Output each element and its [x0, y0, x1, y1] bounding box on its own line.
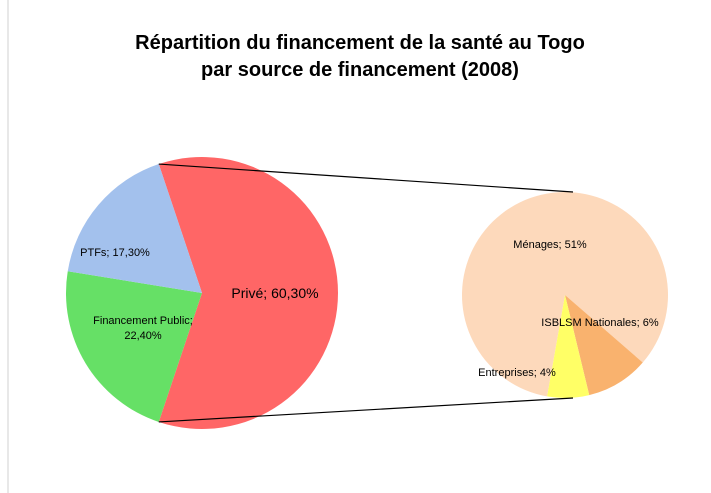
pie-slice — [462, 191, 669, 397]
pie-slice — [547, 295, 590, 399]
connector — [158, 397, 574, 423]
pie-slice — [158, 157, 338, 430]
data-label: Entreprises; 4% — [478, 367, 556, 379]
pie-slice — [565, 295, 643, 396]
chart-border — [7, 0, 9, 493]
data-label: Privé; 60,30% — [231, 285, 319, 301]
pie-slice — [65, 271, 202, 422]
data-label: Ménages; 51% — [513, 239, 587, 251]
connector — [158, 163, 574, 193]
chart-title: Répartition du financement de la santé a… — [135, 32, 585, 81]
pie-slice — [67, 164, 202, 293]
data-label: ISBLSM Nationales; 6% — [541, 317, 659, 329]
data-label: PTFs; 17,30% — [80, 247, 150, 259]
data-label: Financement Public; 22,40% — [93, 315, 193, 342]
